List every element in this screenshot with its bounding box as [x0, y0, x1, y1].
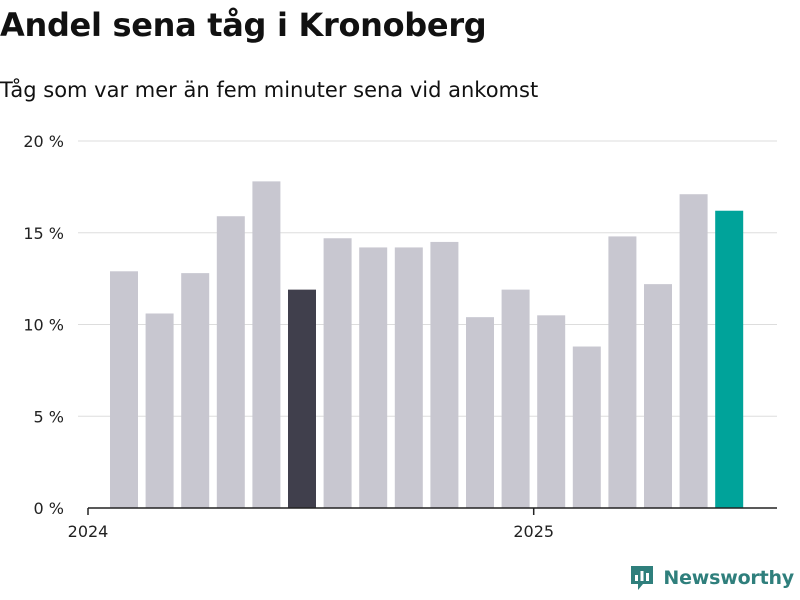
bar-2024-04 [216, 216, 245, 509]
bar-2024-05 [252, 181, 281, 508]
bar-2025-01 [537, 315, 566, 508]
bar-2025-03 [608, 236, 637, 509]
bar-2025-06 [715, 210, 744, 509]
bar-2024-03 [181, 273, 210, 508]
bar-2024-06 [288, 289, 316, 508]
y-tick-label: 20 % [23, 132, 64, 151]
y-tick-label: 5 % [34, 407, 64, 426]
bar-2024-12 [501, 289, 530, 508]
bar-2024-08 [359, 247, 388, 508]
bar-2024-10 [430, 241, 459, 509]
bar-2024-02 [145, 313, 174, 508]
bars [110, 181, 744, 509]
bar-2024-09 [394, 247, 423, 508]
bar-2025-02 [572, 346, 601, 508]
bar-chart: 2024 2025 0 % 5 % 10 % 15 % 20 % [23, 132, 777, 541]
y-tick-label: 0 % [34, 499, 64, 518]
x-tick-label: 2025 [513, 522, 554, 541]
chart-title: Andel sena tåg i Kronoberg [0, 6, 487, 44]
bar-2025-05 [679, 194, 708, 508]
bar-2024-07 [323, 238, 352, 508]
y-tick-labels: 0 % 5 % 10 % 15 % 20 % [23, 132, 64, 518]
bar-2025-04 [644, 284, 672, 508]
chart-subtitle: Tåg som var mer än fem minuter sena vid … [0, 78, 539, 102]
x-tick-label: 2024 [68, 522, 109, 541]
brand-logo: Newsworthy [629, 564, 794, 592]
y-tick-label: 15 % [23, 224, 64, 243]
bar-2024-11 [466, 317, 494, 508]
bar-chart-logo-icon [631, 566, 654, 590]
bar-2024-01 [110, 271, 138, 508]
x-axis: 2024 2025 [68, 507, 777, 541]
y-tick-label: 10 % [23, 316, 64, 335]
brand-name: Newsworthy [663, 567, 794, 589]
